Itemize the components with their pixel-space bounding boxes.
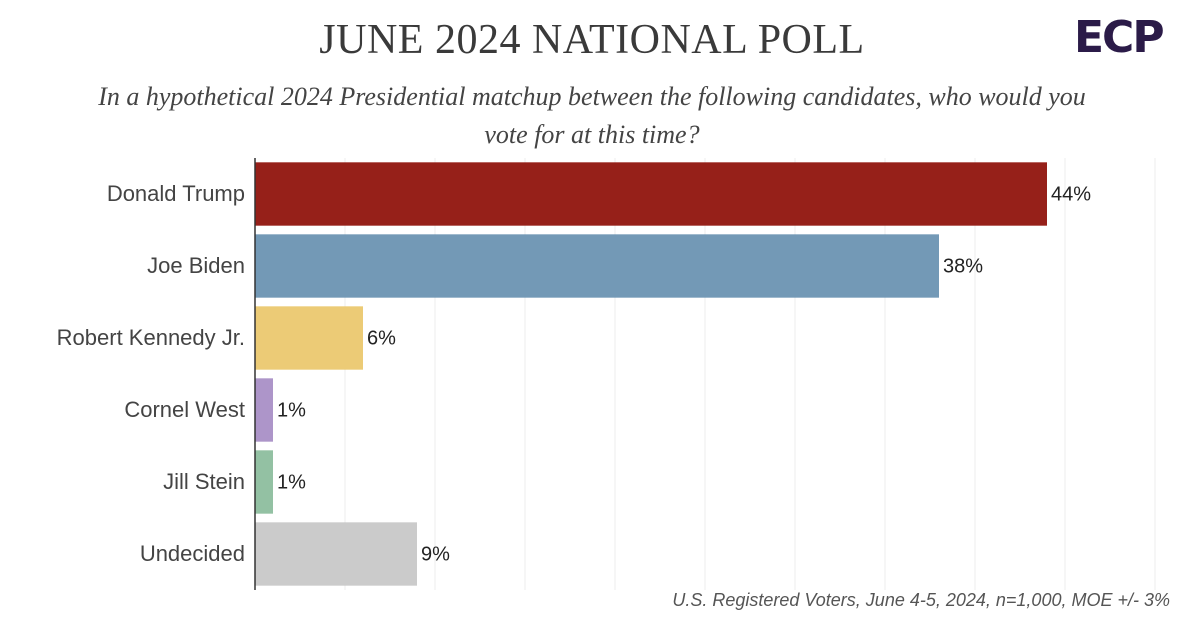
category-label: Robert Kennedy Jr.	[57, 325, 245, 350]
logo: ECP	[1074, 12, 1165, 63]
category-label: Jill Stein	[163, 469, 245, 494]
category-label: Undecided	[140, 541, 245, 566]
category-label: Joe Biden	[147, 253, 245, 278]
bar	[255, 378, 273, 442]
bar	[255, 450, 273, 514]
bar	[255, 306, 363, 370]
value-label: 9%	[421, 543, 450, 565]
value-label: 38%	[943, 255, 983, 277]
value-label: 1%	[277, 471, 306, 493]
source-note: U.S. Registered Voters, June 4-5, 2024, …	[672, 590, 1170, 610]
chart-subtitle: In a hypothetical 2024 Presidential matc…	[98, 82, 1086, 149]
value-label: 1%	[277, 399, 306, 421]
value-label: 44%	[1051, 183, 1091, 205]
category-label: Donald Trump	[107, 181, 245, 206]
bar	[255, 162, 1047, 226]
bar	[255, 522, 417, 586]
chart-title: JUNE 2024 NATIONAL POLL	[319, 17, 865, 63]
bar	[255, 234, 939, 298]
value-label: 6%	[367, 327, 396, 349]
category-label: Cornel West	[124, 397, 245, 422]
